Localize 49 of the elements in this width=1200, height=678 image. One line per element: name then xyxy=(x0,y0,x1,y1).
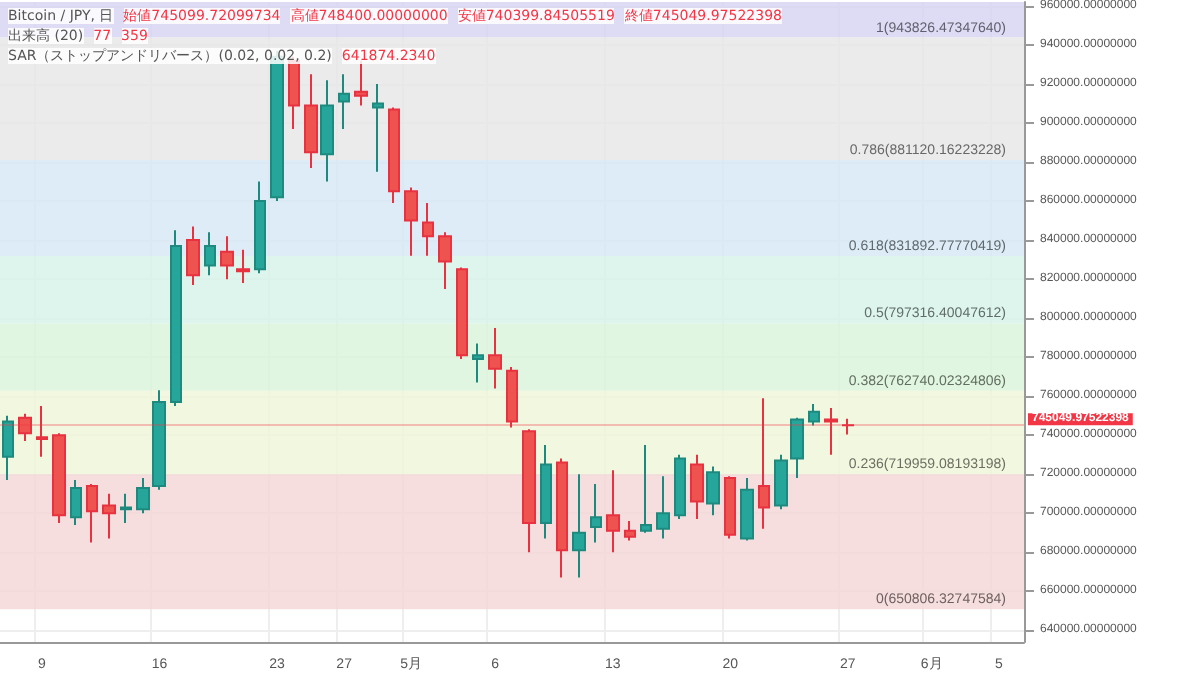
candlestick xyxy=(52,432,66,524)
candlestick xyxy=(522,428,536,554)
candlestick xyxy=(220,235,234,281)
candlestick xyxy=(808,402,820,427)
candlestick xyxy=(372,83,384,173)
candlestick xyxy=(254,180,266,275)
candlestick xyxy=(320,79,334,183)
candlestick xyxy=(236,248,250,285)
candlestick xyxy=(556,457,568,579)
candlestick xyxy=(774,453,788,511)
candlestick xyxy=(690,453,704,521)
candlestick xyxy=(86,482,98,544)
candlestick xyxy=(136,477,150,515)
candlestick xyxy=(388,106,400,205)
candlestick xyxy=(186,225,200,286)
candlestick xyxy=(488,326,502,390)
candlestick xyxy=(472,342,484,384)
candlestick xyxy=(422,202,434,257)
candlestick xyxy=(102,492,116,540)
candlestick xyxy=(824,406,838,456)
candlestick xyxy=(674,453,686,521)
candlestick xyxy=(606,469,620,554)
candlestick xyxy=(18,412,32,443)
candlestick xyxy=(152,389,166,491)
candlestick xyxy=(36,404,48,458)
candlestick xyxy=(120,492,132,524)
candlestick xyxy=(572,473,586,579)
candlestick xyxy=(740,477,754,542)
candlestick xyxy=(404,186,418,257)
candlestick xyxy=(438,231,452,290)
candlestick xyxy=(354,59,368,107)
candlestick xyxy=(790,416,804,480)
candlestick xyxy=(506,365,518,429)
candlestick xyxy=(706,465,720,517)
candlestick xyxy=(624,520,636,542)
candlestick xyxy=(640,443,652,534)
candlestick xyxy=(2,414,14,482)
candlestick xyxy=(204,231,216,277)
candlestick xyxy=(590,482,602,544)
candlestick xyxy=(170,229,182,407)
candlestick xyxy=(540,443,552,540)
candlestick xyxy=(656,475,670,540)
candlestick xyxy=(456,266,468,361)
candlestick xyxy=(304,73,318,169)
candlestick xyxy=(758,397,770,530)
candlestick xyxy=(842,417,854,436)
candlestick xyxy=(70,479,82,526)
candlestick xyxy=(724,475,736,540)
candlestick xyxy=(338,73,350,130)
